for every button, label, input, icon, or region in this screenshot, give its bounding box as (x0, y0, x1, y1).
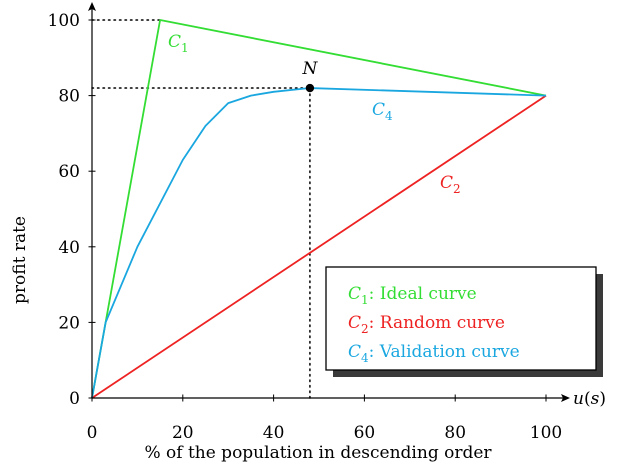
curve-c4 (91, 87, 547, 399)
curve-label-c4: C4 (372, 100, 393, 123)
x-tick-label-100: 100 (530, 423, 562, 443)
y-tick-label-20: 20 (58, 313, 80, 333)
reference-lines (91, 19, 311, 399)
y-tick-label-80: 80 (58, 87, 80, 107)
legend: C1: Ideal curve C2: Random curve C4: Valid… (325, 266, 603, 377)
curve-c1 (91, 19, 547, 399)
curves (91, 19, 547, 399)
curve-label-c2: C2 (440, 173, 461, 196)
x-axis-arrow (561, 394, 570, 402)
curve-labels: N C1 C2 C4 (168, 32, 461, 196)
ticks: 0 20 40 60 80 100 0 20 40 60 80 100 (48, 11, 563, 443)
x-axis-end-label: u(s) (573, 389, 606, 409)
x-tick-label-80: 80 (444, 423, 466, 443)
y-tick-label-40: 40 (58, 238, 80, 258)
curve-c2 (91, 94, 547, 399)
y-axis-title: profit rate (10, 216, 30, 304)
x-tick-label-60: 60 (354, 423, 376, 443)
axes (88, 2, 570, 402)
point-n-marker (305, 83, 315, 93)
y-axis-arrow (88, 2, 96, 11)
x-tick-label-20: 20 (172, 423, 194, 443)
x-axis-title: % of the population in descending order (144, 443, 492, 463)
point-n-label: N (301, 59, 318, 79)
curve-label-c1: C1 (168, 32, 189, 55)
x-tick-label-40: 40 (263, 423, 285, 443)
legend-entry-c1: C1: Ideal curve (348, 284, 477, 307)
x-tick-label-0: 0 (87, 423, 98, 443)
legend-entry-c4: C4: Validation curve (348, 342, 520, 365)
y-tick-label-0: 0 (69, 389, 80, 409)
legend-entry-c2: C2: Random curve (348, 313, 505, 336)
y-tick-label-60: 60 (58, 162, 80, 182)
y-tick-label-100: 100 (48, 11, 80, 31)
legend-box (325, 266, 597, 371)
